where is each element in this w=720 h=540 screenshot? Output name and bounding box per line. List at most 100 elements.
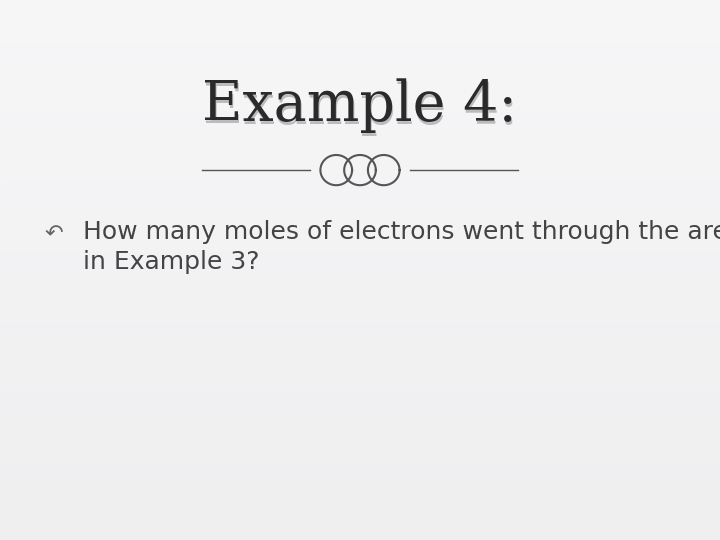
Bar <box>0 435 720 437</box>
Bar <box>0 221 720 224</box>
Bar <box>0 502 720 505</box>
Bar <box>0 529 720 532</box>
Bar <box>0 456 720 459</box>
Bar <box>0 273 720 275</box>
Bar <box>0 92 720 94</box>
Bar <box>0 367 720 370</box>
Bar <box>0 246 720 248</box>
Bar <box>0 238 720 240</box>
Bar <box>0 302 720 305</box>
Bar <box>0 57 720 59</box>
Bar <box>0 73 720 76</box>
Bar <box>0 284 720 286</box>
Bar <box>0 327 720 329</box>
Bar <box>0 49 720 51</box>
Bar <box>0 176 720 178</box>
Bar <box>0 319 720 321</box>
Bar <box>0 208 720 211</box>
Bar <box>0 489 720 491</box>
Bar <box>0 211 720 213</box>
Bar <box>0 516 720 518</box>
Bar <box>0 154 720 157</box>
Bar <box>0 524 720 526</box>
Bar <box>0 159 720 162</box>
Text: Example 4:: Example 4: <box>202 78 518 133</box>
Bar <box>0 375 720 378</box>
Bar <box>0 532 720 535</box>
Bar <box>0 124 720 127</box>
Bar <box>0 270 720 273</box>
Bar <box>0 227 720 229</box>
Bar <box>0 173 720 176</box>
Bar <box>0 381 720 383</box>
Bar <box>0 470 720 472</box>
Bar <box>0 170 720 173</box>
Bar <box>0 89 720 92</box>
Bar <box>0 402 720 405</box>
Bar <box>0 486 720 489</box>
Bar <box>0 281 720 284</box>
Bar <box>0 446 720 448</box>
Bar <box>0 178 720 181</box>
Bar <box>0 443 720 445</box>
Bar <box>0 184 720 186</box>
Bar <box>0 40 720 43</box>
Bar <box>0 467 720 470</box>
Bar <box>0 386 720 389</box>
Bar <box>0 497 720 500</box>
Bar <box>0 224 720 227</box>
Bar <box>0 65 720 68</box>
Bar <box>0 240 720 243</box>
Bar <box>0 294 720 297</box>
Bar <box>0 508 720 510</box>
Bar <box>0 54 720 57</box>
Bar <box>0 143 720 146</box>
Bar <box>0 354 720 356</box>
Bar <box>0 122 720 124</box>
Bar <box>0 418 720 421</box>
Bar <box>0 103 720 105</box>
Bar <box>0 81 720 84</box>
Bar <box>0 194 720 197</box>
Bar <box>0 116 720 119</box>
Bar <box>0 254 720 256</box>
Bar <box>0 230 720 232</box>
Bar <box>0 11 720 14</box>
Bar <box>0 127 720 130</box>
Bar <box>0 400 720 402</box>
Bar <box>0 165 720 167</box>
Bar <box>0 140 720 143</box>
Text: How many moles of electrons went through the area: How many moles of electrons went through… <box>83 220 720 244</box>
Bar <box>0 3 720 5</box>
Bar <box>0 408 720 410</box>
Bar <box>0 14 720 16</box>
Bar <box>0 316 720 319</box>
Bar <box>0 38 720 40</box>
Bar <box>0 462 720 464</box>
Bar <box>0 167 720 170</box>
Bar <box>0 421 720 424</box>
Bar <box>0 30 720 32</box>
Bar <box>0 416 720 418</box>
Bar <box>0 394 720 397</box>
Bar <box>0 43 720 46</box>
Bar <box>0 202 720 205</box>
Text: Example 4:: Example 4: <box>203 81 518 136</box>
Bar <box>0 437 720 440</box>
Bar <box>0 526 720 529</box>
Bar <box>0 189 720 192</box>
Bar <box>0 32 720 35</box>
Bar <box>0 243 720 246</box>
Bar <box>0 535 720 537</box>
Bar <box>0 181 720 184</box>
Text: in Example 3?: in Example 3? <box>83 250 259 274</box>
Bar <box>0 378 720 381</box>
Bar <box>0 130 720 132</box>
Bar <box>0 424 720 427</box>
Bar <box>0 119 720 122</box>
Bar <box>0 78 720 81</box>
Bar <box>0 478 720 481</box>
Bar <box>0 256 720 259</box>
Bar <box>0 51 720 54</box>
Bar <box>0 346 720 348</box>
